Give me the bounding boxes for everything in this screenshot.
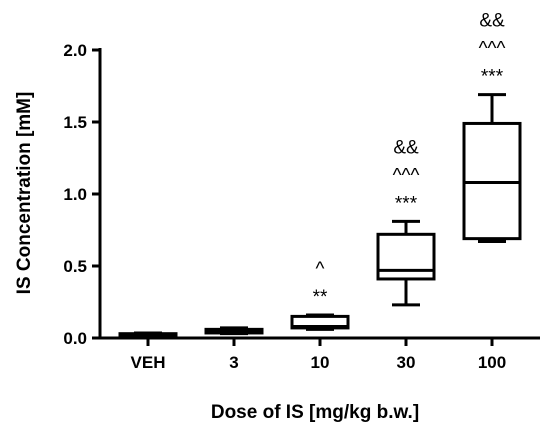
- y-tick-label: 0.0: [63, 329, 87, 348]
- significance-annotations: ^ ** && ^^^ *** && ^^^ ***: [313, 11, 506, 308]
- annotation-text: ^^^: [393, 165, 420, 186]
- annotation-text: &&: [479, 11, 505, 32]
- box-series: [118, 93, 522, 338]
- x-tick-label: 3: [229, 353, 238, 372]
- axes: 0.0 0.5 1.0 1.5 2.0 VEH 3 10 30 100: [63, 41, 540, 372]
- annotation-text: ^^^: [479, 39, 506, 60]
- annotation-text: ***: [481, 67, 504, 88]
- x-tick-label: 30: [397, 353, 416, 372]
- iqr-box: [376, 232, 436, 281]
- annotation-text: &&: [393, 137, 419, 158]
- x-axis-title: Dose of IS [mg/kg b.w.]: [211, 402, 419, 423]
- annotation-text: **: [313, 287, 328, 308]
- box-30: [376, 219, 436, 307]
- box-VEH: [118, 331, 178, 338]
- y-tick-label: 2.0: [63, 41, 87, 60]
- x-tick-label: 100: [478, 353, 506, 372]
- x-tick-label: VEH: [131, 353, 166, 372]
- x-tick-label: 10: [311, 353, 330, 372]
- y-tick-label: 1.5: [63, 113, 87, 132]
- box-10: [290, 313, 350, 331]
- annotation-text: ^: [316, 259, 325, 280]
- annotation-text: ***: [395, 193, 418, 214]
- box-3: [204, 326, 264, 336]
- y-tick-label: 0.5: [63, 257, 87, 276]
- box-100: [462, 93, 522, 244]
- y-axis-title: IS Concentration [mM]: [14, 92, 35, 295]
- y-tick-label: 1.0: [63, 185, 87, 204]
